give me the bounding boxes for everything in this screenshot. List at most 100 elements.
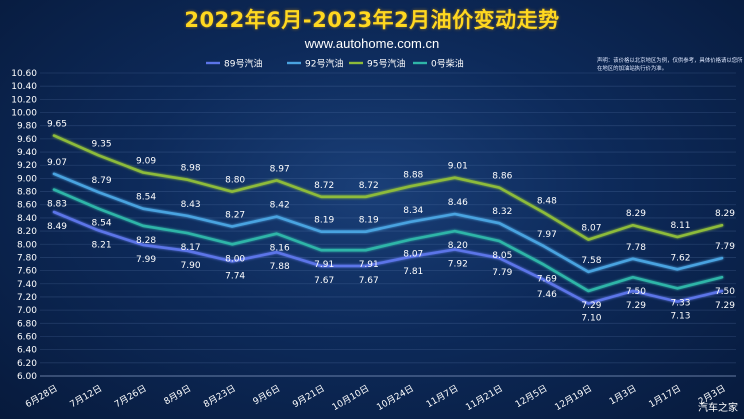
x-tick-label: 8月9日: [162, 383, 193, 407]
chart-title: 2022年6月-2023年2月油价变动走势: [184, 8, 560, 32]
data-label: 8.07: [403, 250, 423, 260]
x-tick-label: 10月10日: [330, 383, 371, 413]
data-label: 9.35: [92, 139, 112, 149]
data-label: 7.33: [670, 298, 690, 308]
data-label: 7.62: [670, 253, 690, 263]
series-line: [52, 134, 724, 241]
y-tick-label: 8.60: [17, 201, 37, 211]
x-tick-label: 8月23日: [202, 383, 238, 410]
x-tick-label: 9月6日: [251, 383, 282, 407]
data-label: 7.99: [136, 255, 156, 265]
data-label: 8.16: [270, 244, 290, 254]
x-tick-label: 12月19日: [553, 383, 594, 413]
data-label: 7.74: [225, 271, 245, 281]
data-label: 9.07: [47, 158, 67, 168]
data-label: 7.91: [314, 260, 334, 270]
data-label: 8.29: [715, 209, 735, 219]
x-tick-label: 1月17日: [647, 383, 683, 410]
data-label: 7.97: [537, 230, 557, 240]
data-label: 8.05: [492, 251, 512, 261]
data-label: 7.88: [270, 262, 290, 272]
x-tick-label: 11月7日: [424, 383, 460, 410]
data-label: 8.48: [537, 197, 557, 207]
data-label: 7.13: [670, 312, 690, 322]
y-tick-label: 7.40: [17, 280, 37, 290]
data-label: 8.83: [47, 200, 67, 210]
watermark: 汽车之家: [698, 403, 738, 414]
y-tick-label: 10.20: [11, 95, 37, 105]
data-label: 8.07: [581, 224, 601, 234]
y-tick-label: 6.60: [17, 332, 37, 342]
data-label: 7.10: [581, 314, 601, 324]
x-tick-label: 10月24日: [375, 383, 416, 413]
data-label: 7.29: [581, 301, 601, 311]
data-label: 8.28: [136, 236, 156, 246]
y-tick-label: 7.20: [17, 293, 37, 303]
y-tick-label: 9.60: [17, 135, 37, 145]
data-label: 7.91: [359, 260, 379, 270]
y-tick-label: 10.00: [11, 109, 37, 119]
data-label: 8.00: [225, 254, 245, 264]
y-tick-label: 6.20: [17, 359, 37, 369]
data-label: 7.79: [492, 268, 512, 278]
grid-lines: [40, 72, 736, 377]
data-label: 8.54: [136, 193, 156, 203]
series-line: [52, 188, 724, 293]
data-label: 8.34: [403, 206, 423, 216]
x-tick-label: 7月12日: [68, 383, 104, 410]
data-label: 8.72: [359, 181, 379, 191]
data-label: 8.43: [181, 200, 201, 210]
data-label: 9.01: [448, 162, 468, 172]
x-tick-label: 11月21日: [464, 383, 505, 413]
x-tick-label: 1月3日: [607, 383, 638, 407]
y-tick-label: 9.20: [17, 161, 37, 171]
x-tick-label: 7月26日: [113, 383, 149, 410]
data-label: 7.46: [537, 290, 557, 300]
y-tick-label: 7.60: [17, 267, 37, 277]
series-line: [52, 172, 724, 274]
y-tick-label: 6.80: [17, 319, 37, 329]
data-label: 8.20: [448, 241, 468, 251]
data-label: 7.79: [715, 242, 735, 252]
data-label: 8.11: [670, 221, 690, 231]
data-label: 8.19: [359, 216, 379, 226]
data-label: 8.49: [47, 222, 67, 232]
y-tick-label: 7.00: [17, 306, 37, 316]
y-tick-label: 9.80: [17, 122, 37, 132]
data-label: 8.79: [92, 176, 112, 186]
data-label: 7.67: [359, 276, 379, 286]
data-label: 8.72: [314, 181, 334, 191]
data-label: 9.09: [136, 156, 156, 166]
y-tick-label: 10.60: [11, 69, 37, 79]
legend-label: 0号柴油: [431, 58, 464, 70]
series-line: [52, 210, 724, 305]
data-label: 8.54: [92, 219, 112, 229]
data-label: 8.86: [492, 172, 512, 182]
data-label: 7.50: [626, 287, 646, 297]
data-label: 8.46: [448, 198, 468, 208]
y-tick-label: 8.20: [17, 227, 37, 237]
y-tick-label: 9.40: [17, 148, 37, 158]
data-label: 7.50: [715, 287, 735, 297]
data-label: 8.97: [270, 164, 290, 174]
y-tick-label: 6.40: [17, 346, 37, 356]
x-tick-label: 12月5日: [513, 383, 549, 410]
data-label: 8.98: [181, 164, 201, 174]
chart-subtitle: www.autohome.com.cn: [304, 36, 440, 51]
data-label: 7.29: [715, 301, 735, 311]
data-label: 8.32: [492, 207, 512, 217]
data-label: 7.69: [537, 275, 557, 285]
data-label: 8.88: [403, 170, 423, 180]
series-lines: [52, 134, 724, 305]
y-tick-label: 7.80: [17, 253, 37, 263]
y-tick-label: 8.80: [17, 188, 37, 198]
data-label: 8.21: [92, 240, 112, 250]
data-label: 7.67: [314, 276, 334, 286]
legend-label: 92号汽油: [305, 58, 343, 70]
data-label: 7.58: [581, 256, 601, 266]
legend: 89号汽油 92号汽油 95号汽油 0号柴油: [206, 58, 464, 70]
legend-label: 95号汽油: [367, 58, 405, 70]
disclaimer-note: 声明：该价格以北京地区为例，仅供参考，具体价格请以您所在地区的加油站执行价为准。: [597, 58, 743, 72]
data-label: 7.29: [626, 301, 646, 311]
